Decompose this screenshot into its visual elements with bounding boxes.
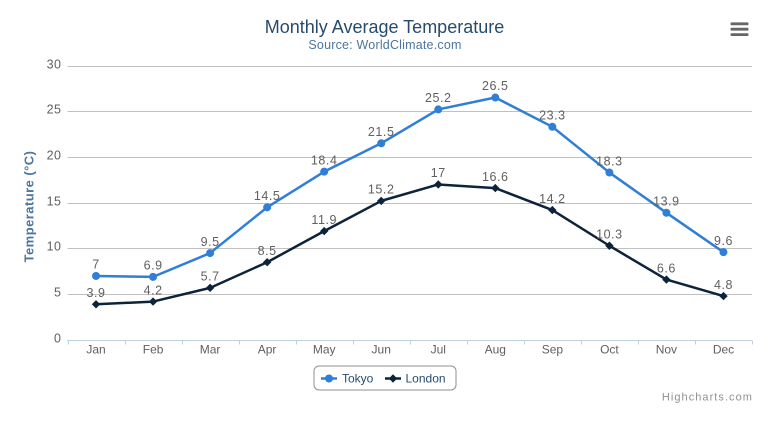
svg-text:Nov: Nov [656, 343, 677, 357]
svg-text:15.2: 15.2 [368, 183, 395, 197]
svg-text:9.6: 9.6 [714, 234, 733, 248]
svg-text:Temperature (°C): Temperature (°C) [22, 151, 37, 263]
svg-text:Dec: Dec [713, 343, 734, 357]
svg-text:Apr: Apr [258, 343, 277, 357]
svg-text:0: 0 [54, 332, 61, 346]
svg-text:16.6: 16.6 [482, 170, 509, 184]
svg-text:Monthly Average Temperature: Monthly Average Temperature [265, 17, 504, 37]
svg-text:Jan: Jan [86, 343, 105, 357]
svg-text:Highcharts.com: Highcharts.com [662, 391, 753, 403]
svg-text:11.9: 11.9 [311, 213, 337, 227]
svg-text:21.5: 21.5 [368, 125, 395, 139]
svg-text:25.2: 25.2 [425, 91, 452, 105]
svg-text:20: 20 [47, 149, 62, 163]
svg-text:17: 17 [431, 166, 446, 180]
svg-text:13.9: 13.9 [653, 195, 680, 209]
svg-text:4.8: 4.8 [714, 278, 733, 292]
svg-text:3.9: 3.9 [86, 286, 105, 300]
svg-text:18.4: 18.4 [311, 153, 338, 167]
svg-text:Tokyo: Tokyo [342, 372, 374, 386]
svg-text:23.3: 23.3 [539, 109, 566, 123]
svg-text:26.5: 26.5 [482, 79, 509, 93]
svg-text:Sep: Sep [542, 343, 564, 357]
svg-text:May: May [313, 343, 336, 357]
svg-text:6.6: 6.6 [657, 261, 676, 275]
svg-text:Source: WorldClimate.com: Source: WorldClimate.com [308, 38, 461, 52]
svg-text:8.5: 8.5 [258, 244, 277, 258]
svg-text:Jun: Jun [372, 343, 391, 357]
svg-text:5: 5 [54, 286, 61, 300]
svg-text:15: 15 [47, 195, 62, 209]
svg-text:7: 7 [92, 258, 100, 272]
svg-text:14.5: 14.5 [254, 189, 281, 203]
svg-text:10.3: 10.3 [596, 228, 623, 242]
svg-text:4.2: 4.2 [144, 283, 163, 297]
svg-text:10: 10 [47, 240, 62, 254]
svg-text:Jul: Jul [431, 343, 446, 357]
svg-text:25: 25 [47, 103, 62, 117]
svg-text:9.5: 9.5 [201, 235, 220, 249]
svg-text:18.3: 18.3 [596, 154, 623, 168]
svg-text:6.9: 6.9 [144, 259, 163, 273]
svg-text:Oct: Oct [600, 343, 619, 357]
svg-text:30: 30 [47, 58, 62, 72]
svg-text:Aug: Aug [485, 343, 506, 357]
svg-text:Feb: Feb [143, 343, 164, 357]
svg-text:London: London [406, 372, 446, 386]
svg-text:5.7: 5.7 [201, 270, 220, 284]
svg-text:14.2: 14.2 [539, 192, 566, 206]
svg-text:Mar: Mar [200, 343, 221, 357]
